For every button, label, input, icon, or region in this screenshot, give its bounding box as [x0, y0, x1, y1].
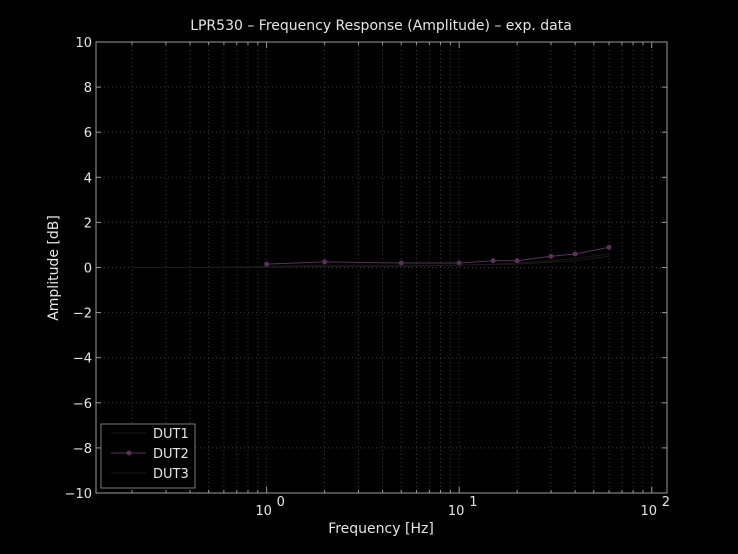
x-tick-label-base: 10 [640, 504, 657, 519]
data-point-dut2 [606, 244, 612, 250]
y-tick-label: −8 [73, 442, 92, 457]
y-tick-label: 2 [84, 216, 92, 231]
y-axis-label: Amplitude [dB] [46, 215, 62, 321]
legend: DUT1 DUT2 DUT3 [100, 423, 196, 489]
data-point-dut2 [264, 261, 270, 267]
data-point-dut2 [490, 258, 496, 264]
x-tick-label-exponent: 0 [277, 495, 285, 510]
x-tick-label-exponent: 2 [662, 495, 670, 510]
data-point-dut2 [572, 251, 578, 257]
y-tick-label: 6 [84, 126, 92, 141]
data-point-dut2 [456, 260, 462, 266]
y-tick-label: −2 [73, 307, 92, 322]
y-tick-label: −10 [65, 487, 92, 502]
legend-marker [126, 450, 132, 456]
data-point-dut2 [322, 259, 328, 265]
legend-entry: DUT2 [153, 447, 189, 462]
x-axis-label: Frequency [Hz] [328, 521, 434, 537]
x-tick-label-base: 10 [448, 504, 465, 519]
y-tick-label: 8 [84, 81, 92, 96]
data-point-dut2 [548, 253, 554, 259]
series-group [132, 244, 612, 268]
data-point-dut2 [514, 258, 520, 264]
data-point-dut2 [398, 260, 404, 266]
x-tick-label-exponent: 1 [469, 495, 477, 510]
legend-box [100, 423, 196, 489]
y-tick-label: 4 [84, 171, 92, 186]
x-tick-label-base: 10 [255, 504, 272, 519]
axes: 10 8 6 4 2 0 −2 −4 −6 −8 −10 10 0 10 1 10 2 [65, 36, 670, 519]
legend-entry: DUT3 [153, 467, 189, 482]
y-tick-label: 0 [84, 262, 92, 277]
series-line-dut3 [132, 255, 610, 268]
y-tick-label: −6 [73, 397, 92, 412]
y-tick-label: −4 [73, 352, 92, 367]
chart-title: LPR530 – Frequency Response (Amplitude) … [190, 18, 572, 34]
legend-entry: DUT1 [153, 427, 189, 442]
y-tick-label: 10 [75, 36, 92, 51]
